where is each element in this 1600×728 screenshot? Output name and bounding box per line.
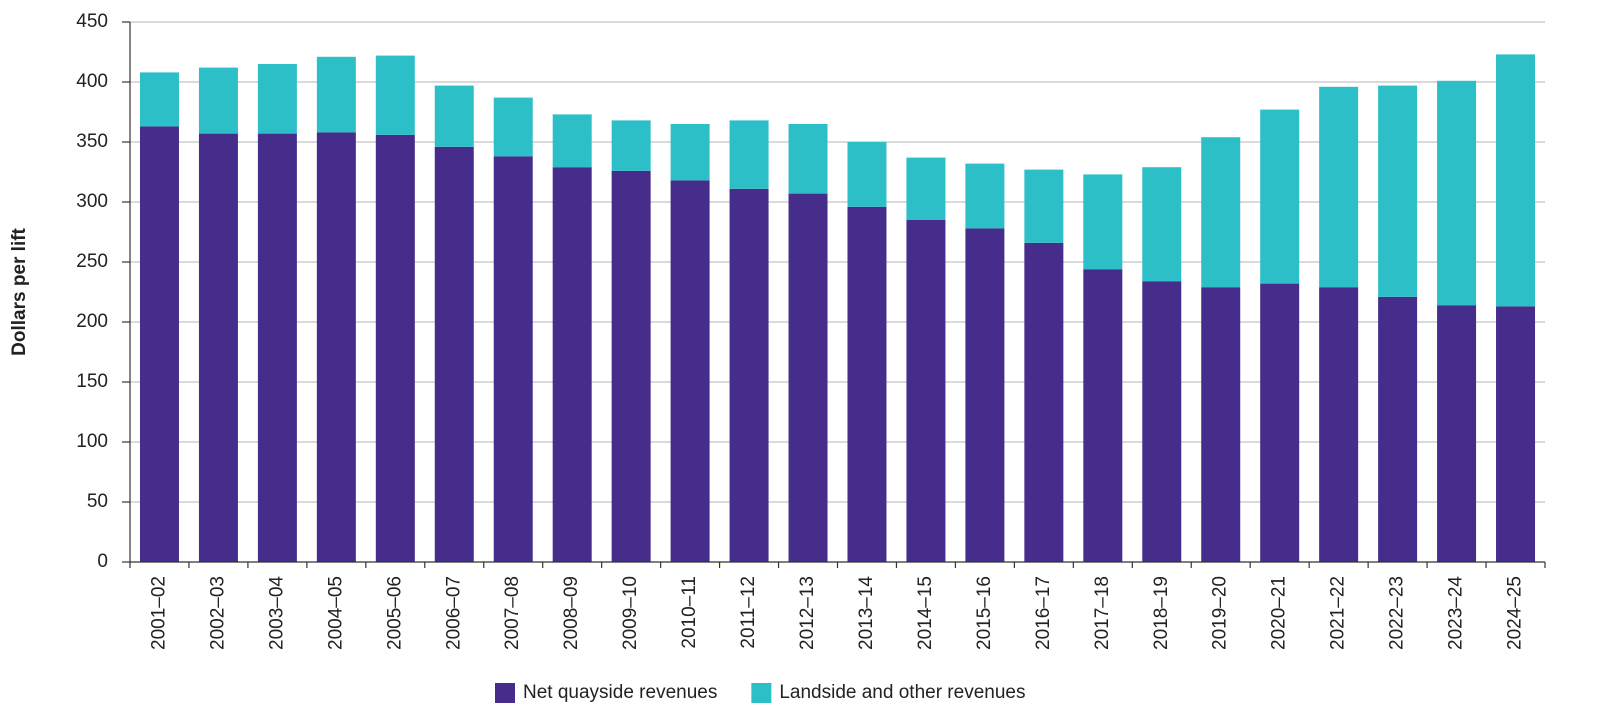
- bar-segment: [906, 220, 946, 562]
- bar-segment: [1319, 287, 1359, 562]
- bar-segment: [1437, 80, 1477, 306]
- bar-segment: [965, 228, 1005, 562]
- bar-segment: [1437, 305, 1477, 562]
- y-tick-label: 250: [76, 251, 108, 272]
- x-tick-label: 2015–16: [974, 576, 995, 650]
- bar-segment: [906, 157, 946, 220]
- x-tick-label: 2008–09: [561, 576, 582, 650]
- x-tick-label: 2014–15: [915, 576, 936, 650]
- bar-segment: [434, 146, 474, 563]
- bar-segment: [1260, 283, 1300, 562]
- x-tick-label: 2010–11: [679, 576, 700, 649]
- x-tick-label: 2012–13: [797, 576, 818, 650]
- bar-segment: [552, 167, 592, 562]
- bar-segment: [670, 180, 710, 562]
- y-tick-label: 0: [97, 551, 108, 572]
- y-tick-label: 350: [76, 131, 108, 152]
- bar-segment: [316, 132, 356, 562]
- x-tick-label: 2021–22: [1328, 576, 1349, 650]
- bar-segment: [1024, 242, 1064, 563]
- y-tick-label: 100: [76, 431, 108, 452]
- y-axis-title: Dollars per lift: [9, 227, 30, 355]
- x-tick-label: 2017–18: [1092, 576, 1113, 650]
- y-tick-label: 400: [76, 71, 108, 92]
- x-tick-label: 2019–20: [1210, 576, 1231, 650]
- bar-segment: [847, 142, 887, 207]
- x-tick-label: 2001–02: [148, 576, 169, 650]
- bar-segment: [552, 114, 592, 168]
- bar-segment: [257, 133, 297, 562]
- bar-segment: [1083, 269, 1123, 562]
- x-tick-label: 2024–25: [1505, 576, 1526, 650]
- legend-label: Net quayside revenues: [523, 682, 717, 703]
- bar-segment: [139, 126, 179, 563]
- bar-segment: [139, 72, 179, 127]
- x-tick-label: 2003–04: [266, 576, 287, 650]
- bar-segment: [1201, 137, 1241, 288]
- x-tick-label: 2018–19: [1151, 576, 1172, 650]
- bar-segment: [434, 85, 474, 147]
- bar-segment: [493, 156, 533, 562]
- bar-segment: [611, 120, 651, 171]
- x-tick-label: 2022–23: [1387, 576, 1408, 650]
- bar-segment: [198, 67, 238, 134]
- bar-segment: [788, 124, 828, 194]
- legend-swatch: [495, 683, 515, 703]
- bar-segment: [729, 188, 769, 563]
- bar-segment: [1378, 85, 1418, 297]
- bar-segment: [965, 163, 1005, 229]
- legend-swatch: [751, 683, 772, 703]
- bar-segment: [1201, 287, 1241, 562]
- bar-segment: [788, 193, 828, 562]
- bar-segment: [847, 206, 887, 563]
- bar-segment: [1496, 54, 1536, 307]
- x-tick-label: 2007–08: [502, 576, 523, 650]
- bar-segment: [1142, 167, 1182, 282]
- bar-segment: [1378, 296, 1418, 562]
- x-tick-label: 2004–05: [325, 576, 346, 650]
- bar-segment: [375, 134, 415, 563]
- bar-segment: [1496, 306, 1536, 562]
- x-tick-label: 2002–03: [207, 576, 228, 650]
- bar-segment: [493, 97, 533, 157]
- bar-segment: [1142, 281, 1182, 562]
- bar-segment: [257, 64, 297, 134]
- bar-segment: [729, 120, 769, 189]
- bar-segment: [1083, 174, 1123, 270]
- bar-segment: [198, 133, 238, 562]
- y-tick-label: 450: [76, 11, 108, 32]
- x-tick-label: 2023–24: [1446, 576, 1467, 650]
- bar-segment: [375, 55, 415, 135]
- bar-segment: [1260, 109, 1300, 284]
- bar-segment: [1319, 86, 1359, 288]
- bar-segment: [1024, 169, 1064, 243]
- x-tick-label: 2016–17: [1033, 576, 1054, 650]
- y-tick-label: 150: [76, 371, 108, 392]
- x-tick-label: 2006–07: [443, 576, 464, 650]
- y-tick-label: 300: [76, 191, 108, 212]
- y-tick-label: 50: [87, 491, 108, 512]
- x-tick-label: 2009–10: [620, 576, 641, 650]
- bar-segment: [316, 56, 356, 133]
- y-tick-label: 200: [76, 311, 108, 332]
- x-tick-label: 2013–14: [856, 576, 877, 650]
- bar-segment: [611, 170, 651, 563]
- x-tick-label: 2005–06: [384, 576, 405, 650]
- bar-segment: [670, 124, 710, 181]
- legend-label: Landside and other revenues: [779, 682, 1025, 703]
- x-tick-label: 2011–12: [738, 576, 759, 649]
- x-tick-label: 2020–21: [1269, 576, 1290, 650]
